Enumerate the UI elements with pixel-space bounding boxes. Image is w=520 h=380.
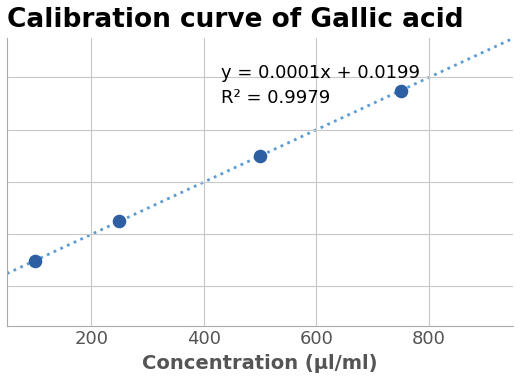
- Text: Calibration curve of Gallic acid: Calibration curve of Gallic acid: [7, 7, 463, 33]
- Text: y = 0.0001x + 0.0199
R² = 0.9979: y = 0.0001x + 0.0199 R² = 0.9979: [220, 64, 420, 107]
- Point: [256, 153, 264, 159]
- X-axis label: Concentration (μl/ml): Concentration (μl/ml): [142, 354, 378, 373]
- Point: [31, 258, 39, 264]
- Point: [396, 87, 405, 93]
- Point: [115, 218, 124, 224]
